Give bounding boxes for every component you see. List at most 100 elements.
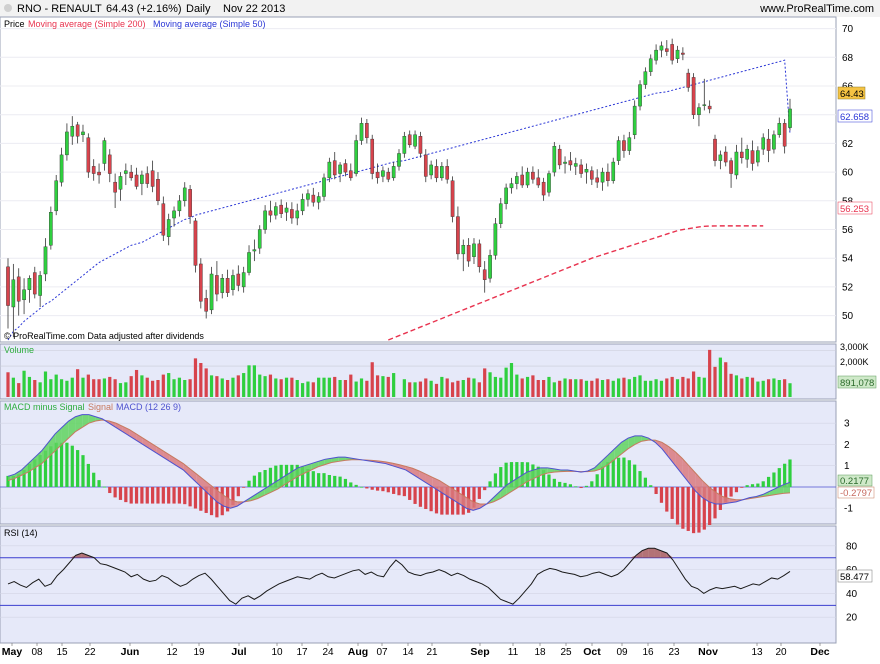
candle[interactable] — [145, 166, 150, 188]
candle[interactable] — [504, 183, 508, 210]
candle[interactable] — [27, 275, 32, 303]
volume-panel[interactable] — [0, 343, 837, 400]
candle[interactable] — [445, 159, 450, 184]
candle[interactable] — [691, 73, 696, 120]
candle[interactable] — [316, 192, 321, 210]
candle[interactable] — [745, 144, 749, 168]
candle[interactable] — [568, 152, 573, 171]
candle[interactable] — [59, 147, 64, 187]
candle[interactable] — [97, 163, 101, 184]
candle[interactable] — [563, 156, 567, 174]
candle[interactable] — [81, 124, 85, 142]
window-control-icon[interactable] — [4, 4, 12, 12]
candle[interactable] — [65, 123, 69, 161]
candle[interactable] — [520, 166, 524, 188]
candle[interactable] — [675, 45, 680, 64]
candle[interactable] — [6, 258, 10, 329]
candle[interactable] — [477, 239, 482, 273]
candle[interactable] — [332, 152, 337, 180]
candle[interactable] — [124, 163, 128, 186]
candle[interactable] — [370, 134, 375, 180]
candle[interactable] — [761, 133, 766, 155]
candle[interactable] — [375, 163, 380, 184]
candle[interactable] — [402, 131, 407, 158]
candle[interactable] — [129, 164, 133, 181]
candle[interactable] — [91, 159, 96, 181]
candle[interactable] — [161, 196, 166, 241]
candle[interactable] — [622, 134, 626, 158]
candle[interactable] — [509, 177, 514, 194]
candle[interactable] — [670, 38, 674, 65]
candle[interactable] — [365, 119, 369, 144]
candle[interactable] — [150, 160, 155, 193]
candle[interactable] — [750, 140, 755, 171]
candle[interactable] — [338, 162, 342, 183]
candle[interactable] — [665, 40, 669, 56]
macd-panel[interactable] — [0, 400, 837, 525]
candle[interactable] — [659, 41, 664, 58]
candle[interactable] — [429, 160, 433, 180]
candle[interactable] — [102, 137, 107, 171]
candle[interactable] — [482, 261, 487, 293]
candle[interactable] — [702, 78, 707, 111]
candle[interactable] — [204, 289, 208, 319]
candle[interactable] — [86, 133, 91, 178]
candle[interactable] — [327, 157, 332, 183]
candle[interactable] — [70, 116, 75, 145]
candle[interactable] — [552, 141, 557, 177]
candle[interactable] — [713, 134, 717, 167]
candle[interactable] — [493, 218, 498, 260]
candle[interactable] — [359, 117, 364, 145]
candle[interactable] — [734, 144, 739, 180]
candle[interactable] — [75, 121, 80, 144]
candle[interactable] — [43, 238, 48, 282]
candle[interactable] — [434, 159, 439, 183]
candle[interactable] — [311, 187, 316, 207]
rsi-panel[interactable] — [0, 525, 837, 644]
candle[interactable] — [391, 162, 396, 181]
candle[interactable] — [782, 119, 787, 154]
candle[interactable] — [32, 266, 37, 299]
candle[interactable] — [300, 193, 305, 216]
candle[interactable] — [49, 206, 53, 250]
candle[interactable] — [113, 173, 117, 208]
candle[interactable] — [648, 54, 653, 76]
candle[interactable] — [643, 67, 648, 89]
candle[interactable] — [407, 130, 412, 148]
candle[interactable] — [247, 245, 251, 276]
candle[interactable] — [11, 263, 16, 338]
candle[interactable] — [525, 167, 530, 188]
candle[interactable] — [215, 261, 219, 302]
candle[interactable] — [423, 149, 428, 183]
candle[interactable] — [241, 266, 246, 293]
candle[interactable] — [199, 258, 203, 309]
candle[interactable] — [343, 159, 348, 177]
candle[interactable] — [557, 144, 562, 170]
candle[interactable] — [268, 200, 273, 223]
candle[interactable] — [22, 278, 26, 315]
candle[interactable] — [284, 202, 289, 221]
candle[interactable] — [654, 44, 658, 65]
candle[interactable] — [531, 166, 535, 184]
candle[interactable] — [579, 159, 583, 178]
candle[interactable] — [611, 157, 616, 184]
candle[interactable] — [766, 129, 771, 163]
candle[interactable] — [632, 100, 637, 140]
candle[interactable] — [140, 170, 144, 196]
candle[interactable] — [54, 174, 59, 216]
candle[interactable] — [707, 100, 712, 114]
candle[interactable] — [134, 167, 139, 190]
candle[interactable] — [279, 199, 283, 219]
candle[interactable] — [600, 167, 605, 191]
candle[interactable] — [38, 271, 42, 307]
candle[interactable] — [16, 268, 21, 316]
candle[interactable] — [461, 239, 466, 272]
candle[interactable] — [686, 68, 691, 92]
candle[interactable] — [606, 163, 610, 187]
candle[interactable] — [322, 173, 326, 201]
candle[interactable] — [595, 169, 599, 188]
price-panel[interactable] — [0, 16, 837, 343]
candle[interactable] — [772, 130, 776, 154]
candle[interactable] — [541, 177, 546, 201]
candle[interactable] — [188, 185, 192, 224]
